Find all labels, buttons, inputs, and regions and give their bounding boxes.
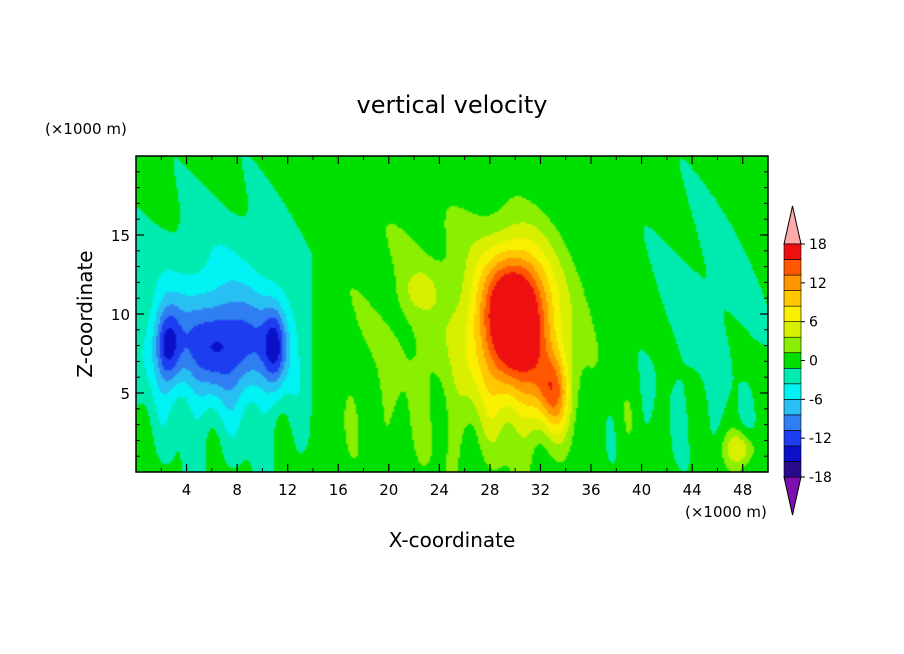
colorbar: 18 12 6 0 -6 -12 -18 — [783, 205, 832, 516]
colorbar-box — [783, 305, 802, 322]
y-unit-label: (×1000 m) — [45, 120, 127, 138]
y-axis: 5 10 15 — [111, 171, 768, 457]
x-tick-label: 40 — [632, 481, 651, 499]
x-unit-label: (×1000 m) — [685, 503, 767, 521]
y-tick-label: 10 — [111, 306, 130, 324]
colorbar-box — [783, 414, 802, 431]
x-tick-label: 28 — [480, 481, 499, 499]
x-tick-label: 44 — [683, 481, 702, 499]
colorbar-label: -12 — [809, 431, 832, 447]
colorbar-box — [783, 367, 802, 385]
colorbar-box — [783, 290, 802, 307]
colorbar-box — [783, 445, 802, 462]
colorbar-box — [783, 336, 802, 354]
y-tick-label: 15 — [111, 227, 130, 245]
colorbar-box — [783, 430, 802, 447]
colorbar-label: 12 — [809, 276, 827, 292]
colorbar-box — [783, 399, 802, 416]
x-tick-label: 8 — [232, 481, 242, 499]
colorbar-label: 0 — [809, 354, 818, 370]
x-tick-label: 24 — [430, 481, 449, 499]
x-axis-label: X-coordinate — [389, 528, 516, 552]
x-axis: 4 8 12 16 20 24 28 32 36 40 44 48 — [160, 156, 752, 499]
colorbar-label: -6 — [809, 392, 823, 408]
contour-field — [136, 156, 768, 472]
x-tick-label: 48 — [733, 481, 752, 499]
colorbar-box — [783, 274, 802, 291]
x-tick-label: 12 — [278, 481, 297, 499]
chart-title: vertical velocity — [357, 91, 548, 119]
colorbar-box — [783, 352, 802, 369]
x-tick-label: 16 — [329, 481, 348, 499]
colorbar-box — [783, 461, 802, 478]
colorbar-label: 18 — [809, 237, 827, 253]
colorbar-box — [783, 383, 802, 400]
colorbar-box — [783, 321, 802, 338]
x-tick-label: 20 — [379, 481, 398, 499]
colorbar-box — [783, 259, 802, 276]
plot-area — [135, 155, 769, 473]
colorbar-label: 6 — [809, 315, 818, 331]
x-tick-label: 4 — [182, 481, 192, 499]
x-tick-label: 36 — [581, 481, 600, 499]
colorbar-label: -18 — [809, 470, 832, 486]
y-tick-label: 5 — [120, 385, 130, 403]
colorbar-box — [783, 243, 802, 260]
colorbar-extend-bottom — [783, 476, 802, 516]
x-tick-label: 32 — [531, 481, 550, 499]
colorbar-extend-top — [783, 205, 802, 245]
y-axis-label: Z-coordinate — [73, 250, 97, 377]
